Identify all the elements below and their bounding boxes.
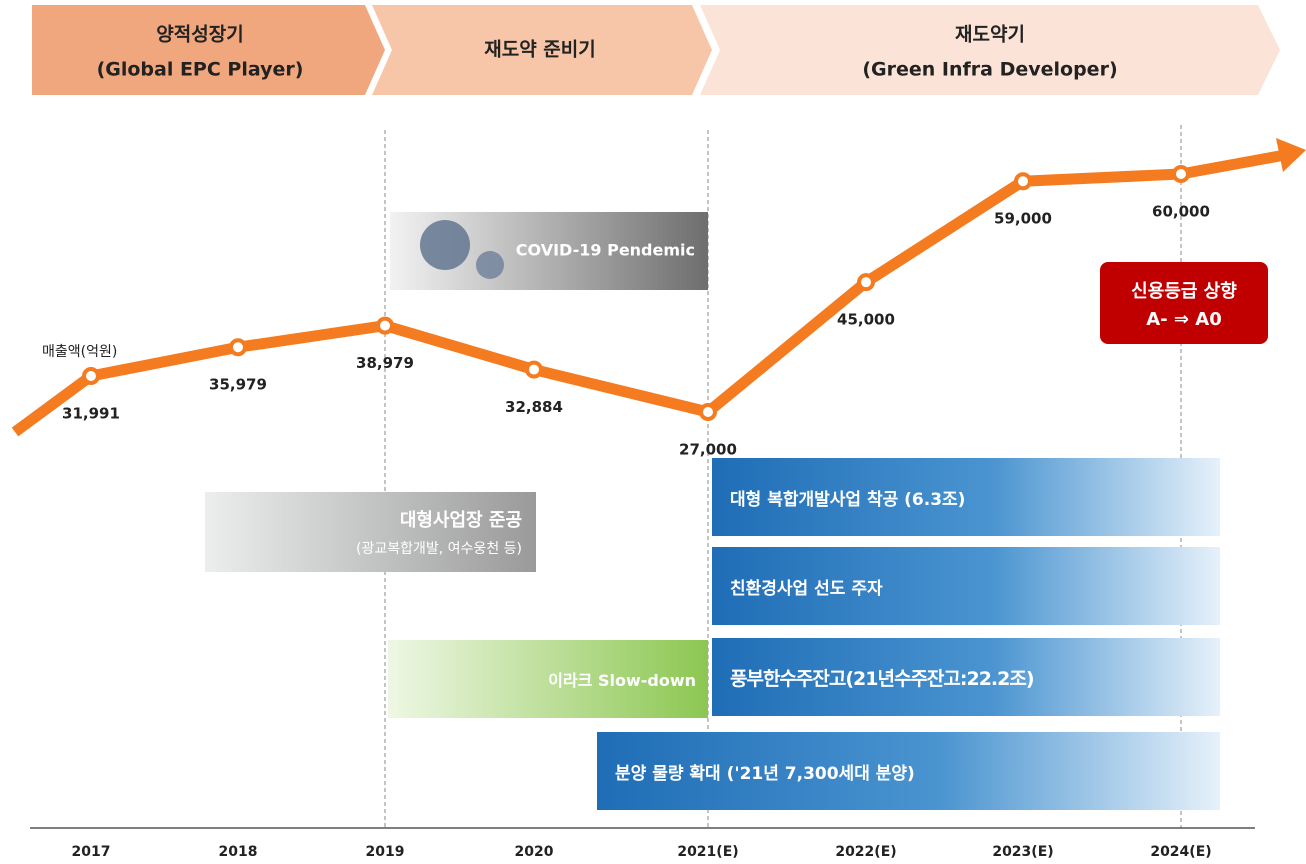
phase-title: 재도약 준비기 — [484, 39, 596, 61]
completion-title: 대형사업장 준공 — [400, 506, 522, 532]
x-tick-label: 2023(E) — [992, 844, 1053, 860]
completion-subtitle: (광교복합개발, 여수웅천 등) — [356, 538, 522, 558]
plan-box: 풍부한수주잔고(21년수주잔고:22.2조) — [712, 638, 1220, 716]
x-tick-label: 2024(E) — [1150, 844, 1211, 860]
value-label: 59,000 — [994, 210, 1052, 228]
unit-label: 매출액(억원) — [42, 344, 117, 360]
plan-box: 친환경사업 선도 주자 — [712, 547, 1220, 625]
phase-title: 양적성장기 — [156, 24, 243, 46]
plan-box: 대형 복합개발사업 착공 (6.3조) — [712, 458, 1220, 536]
x-tick-label: 2022(E) — [835, 844, 896, 860]
value-label: 45,000 — [837, 311, 895, 329]
value-label: 27,000 — [679, 441, 737, 459]
phase-subtitle: (Global EPC Player) — [97, 59, 304, 81]
rating-title: 신용등급 상향 — [1131, 277, 1237, 303]
value-label: 60,000 — [1152, 203, 1210, 221]
x-tick-label: 2020 — [515, 844, 554, 860]
point — [527, 363, 541, 377]
plan-label: 대형 복합개발사업 착공 (6.3조) — [730, 485, 1220, 510]
x-tick-label: 2019 — [366, 844, 405, 860]
virus-icon — [476, 251, 504, 279]
value-label: 35,979 — [209, 376, 267, 394]
completion-box: 대형사업장 준공 (광교복합개발, 여수웅천 등) — [205, 492, 536, 572]
value-label: 31,991 — [62, 405, 120, 423]
iraq-box: 이라크 Slow-down — [388, 640, 708, 718]
plan-label: 풍부한수주잔고(21년수주잔고:22.2조) — [730, 664, 1220, 691]
rating-change: A- ⇒ A0 — [1146, 309, 1221, 330]
phase-title: 재도약기 — [955, 24, 1025, 46]
covid-label: COVID-19 Pendemic — [516, 241, 695, 260]
arrow-head — [1276, 138, 1306, 172]
point — [378, 319, 392, 333]
point — [84, 369, 98, 383]
point — [701, 405, 715, 419]
iraq-label: 이라크 Slow-down — [548, 667, 696, 691]
plan-label: 친환경사업 선도 주자 — [730, 574, 1220, 599]
phase-subtitle: (Green Infra Developer) — [862, 59, 1117, 81]
value-label: 32,884 — [505, 398, 563, 416]
x-tick-label: 2017 — [72, 844, 111, 860]
plan-box: 분양 물량 확대 ('21년 7,300세대 분양) — [597, 732, 1220, 810]
virus-icon — [420, 220, 470, 270]
point — [1174, 167, 1188, 181]
plan-label: 분양 물량 확대 ('21년 7,300세대 분양) — [615, 759, 1220, 784]
trend-head — [1181, 155, 1285, 174]
phase-chevron — [32, 5, 385, 95]
x-tick-label: 2018 — [219, 844, 258, 860]
x-tick-label: 2021(E) — [677, 844, 738, 860]
rating-box: 신용등급 상향 A- ⇒ A0 — [1100, 262, 1268, 344]
point — [231, 340, 245, 354]
infographic: 양적성장기 (Global EPC Player) 재도약 준비기 재도약기 (… — [0, 0, 1306, 864]
phase-chevron — [700, 5, 1280, 95]
point — [859, 275, 873, 289]
value-label: 38,979 — [356, 354, 414, 372]
point — [1016, 174, 1030, 188]
